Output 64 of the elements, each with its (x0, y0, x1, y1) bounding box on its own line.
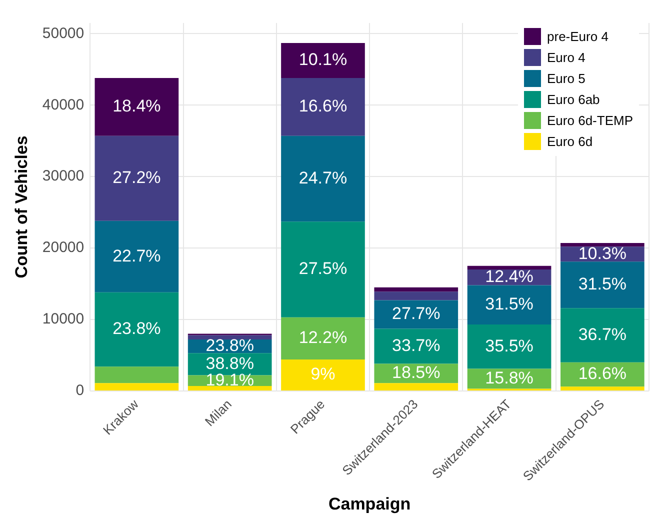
y-tick-label: 50000 (42, 24, 84, 42)
annotation: 27.7% (392, 304, 440, 324)
y-tick-label: 0 (76, 382, 84, 400)
annotation: 19.1% (206, 370, 254, 390)
annotation: 35.5% (485, 336, 534, 356)
legend-label: Euro 5 (547, 71, 586, 86)
annotation: 15.8% (485, 368, 534, 388)
annotation: 23.8% (206, 336, 254, 355)
annotation: 12.2% (298, 328, 348, 348)
bar (374, 383, 458, 390)
bar (188, 386, 272, 390)
annotation: 38.8% (206, 354, 254, 373)
y-tick-label: 30000 (42, 168, 84, 185)
y-axis-title: Count of Vehicles (12, 136, 31, 278)
bar (560, 243, 644, 247)
bar (467, 266, 552, 270)
bar (374, 287, 458, 292)
bar (94, 220, 179, 292)
bar (560, 262, 644, 308)
annotation: 23.8% (112, 319, 161, 338)
annotation: 24.7% (298, 168, 348, 188)
bar (94, 78, 179, 136)
legend-label: Euro 4 (547, 50, 586, 65)
bar (374, 292, 458, 300)
legend-label: pre-Euro 4 (547, 29, 608, 44)
legend-label: Euro 6d (547, 134, 593, 149)
annotation: 10.3% (578, 244, 627, 263)
annotation: 27.5% (298, 259, 348, 278)
bar (281, 43, 365, 78)
y-tick-label: 40000 (42, 96, 84, 114)
bar (94, 366, 179, 384)
annotation: 18.4% (112, 96, 161, 116)
legend-label: Euro 6ab (547, 92, 600, 107)
annotation: 16.6% (578, 364, 627, 384)
annotation: 9% (310, 364, 336, 384)
bar (281, 317, 365, 360)
bar (281, 136, 365, 222)
annotation: 18.5% (392, 363, 440, 382)
bar (94, 292, 179, 367)
bar (560, 386, 644, 390)
annotation: 10.1% (298, 50, 348, 70)
y-tick-label: 10000 (42, 310, 84, 328)
bar (94, 383, 179, 390)
annotation: 12.4% (485, 267, 534, 286)
annotation: 31.5% (578, 274, 627, 294)
bar (281, 78, 365, 136)
bar (467, 285, 552, 324)
bar (467, 324, 552, 369)
bar (374, 328, 458, 364)
bar (188, 335, 272, 340)
annotation: 16.6% (298, 96, 348, 116)
annotation: 36.7% (578, 324, 627, 344)
legend-label: Euro 6d-TEMP (547, 113, 633, 128)
bar (374, 300, 458, 329)
bar (281, 222, 365, 318)
bar (281, 360, 365, 390)
annotation: 33.7% (392, 336, 440, 355)
bar (560, 308, 644, 362)
x-axis-title: Campaign (328, 494, 411, 514)
y-tick-label: 20000 (42, 239, 84, 256)
annotation: 31.5% (485, 294, 534, 314)
bar (94, 136, 179, 221)
annotation: 27.2% (112, 168, 161, 188)
annotation: 22.7% (112, 246, 161, 266)
